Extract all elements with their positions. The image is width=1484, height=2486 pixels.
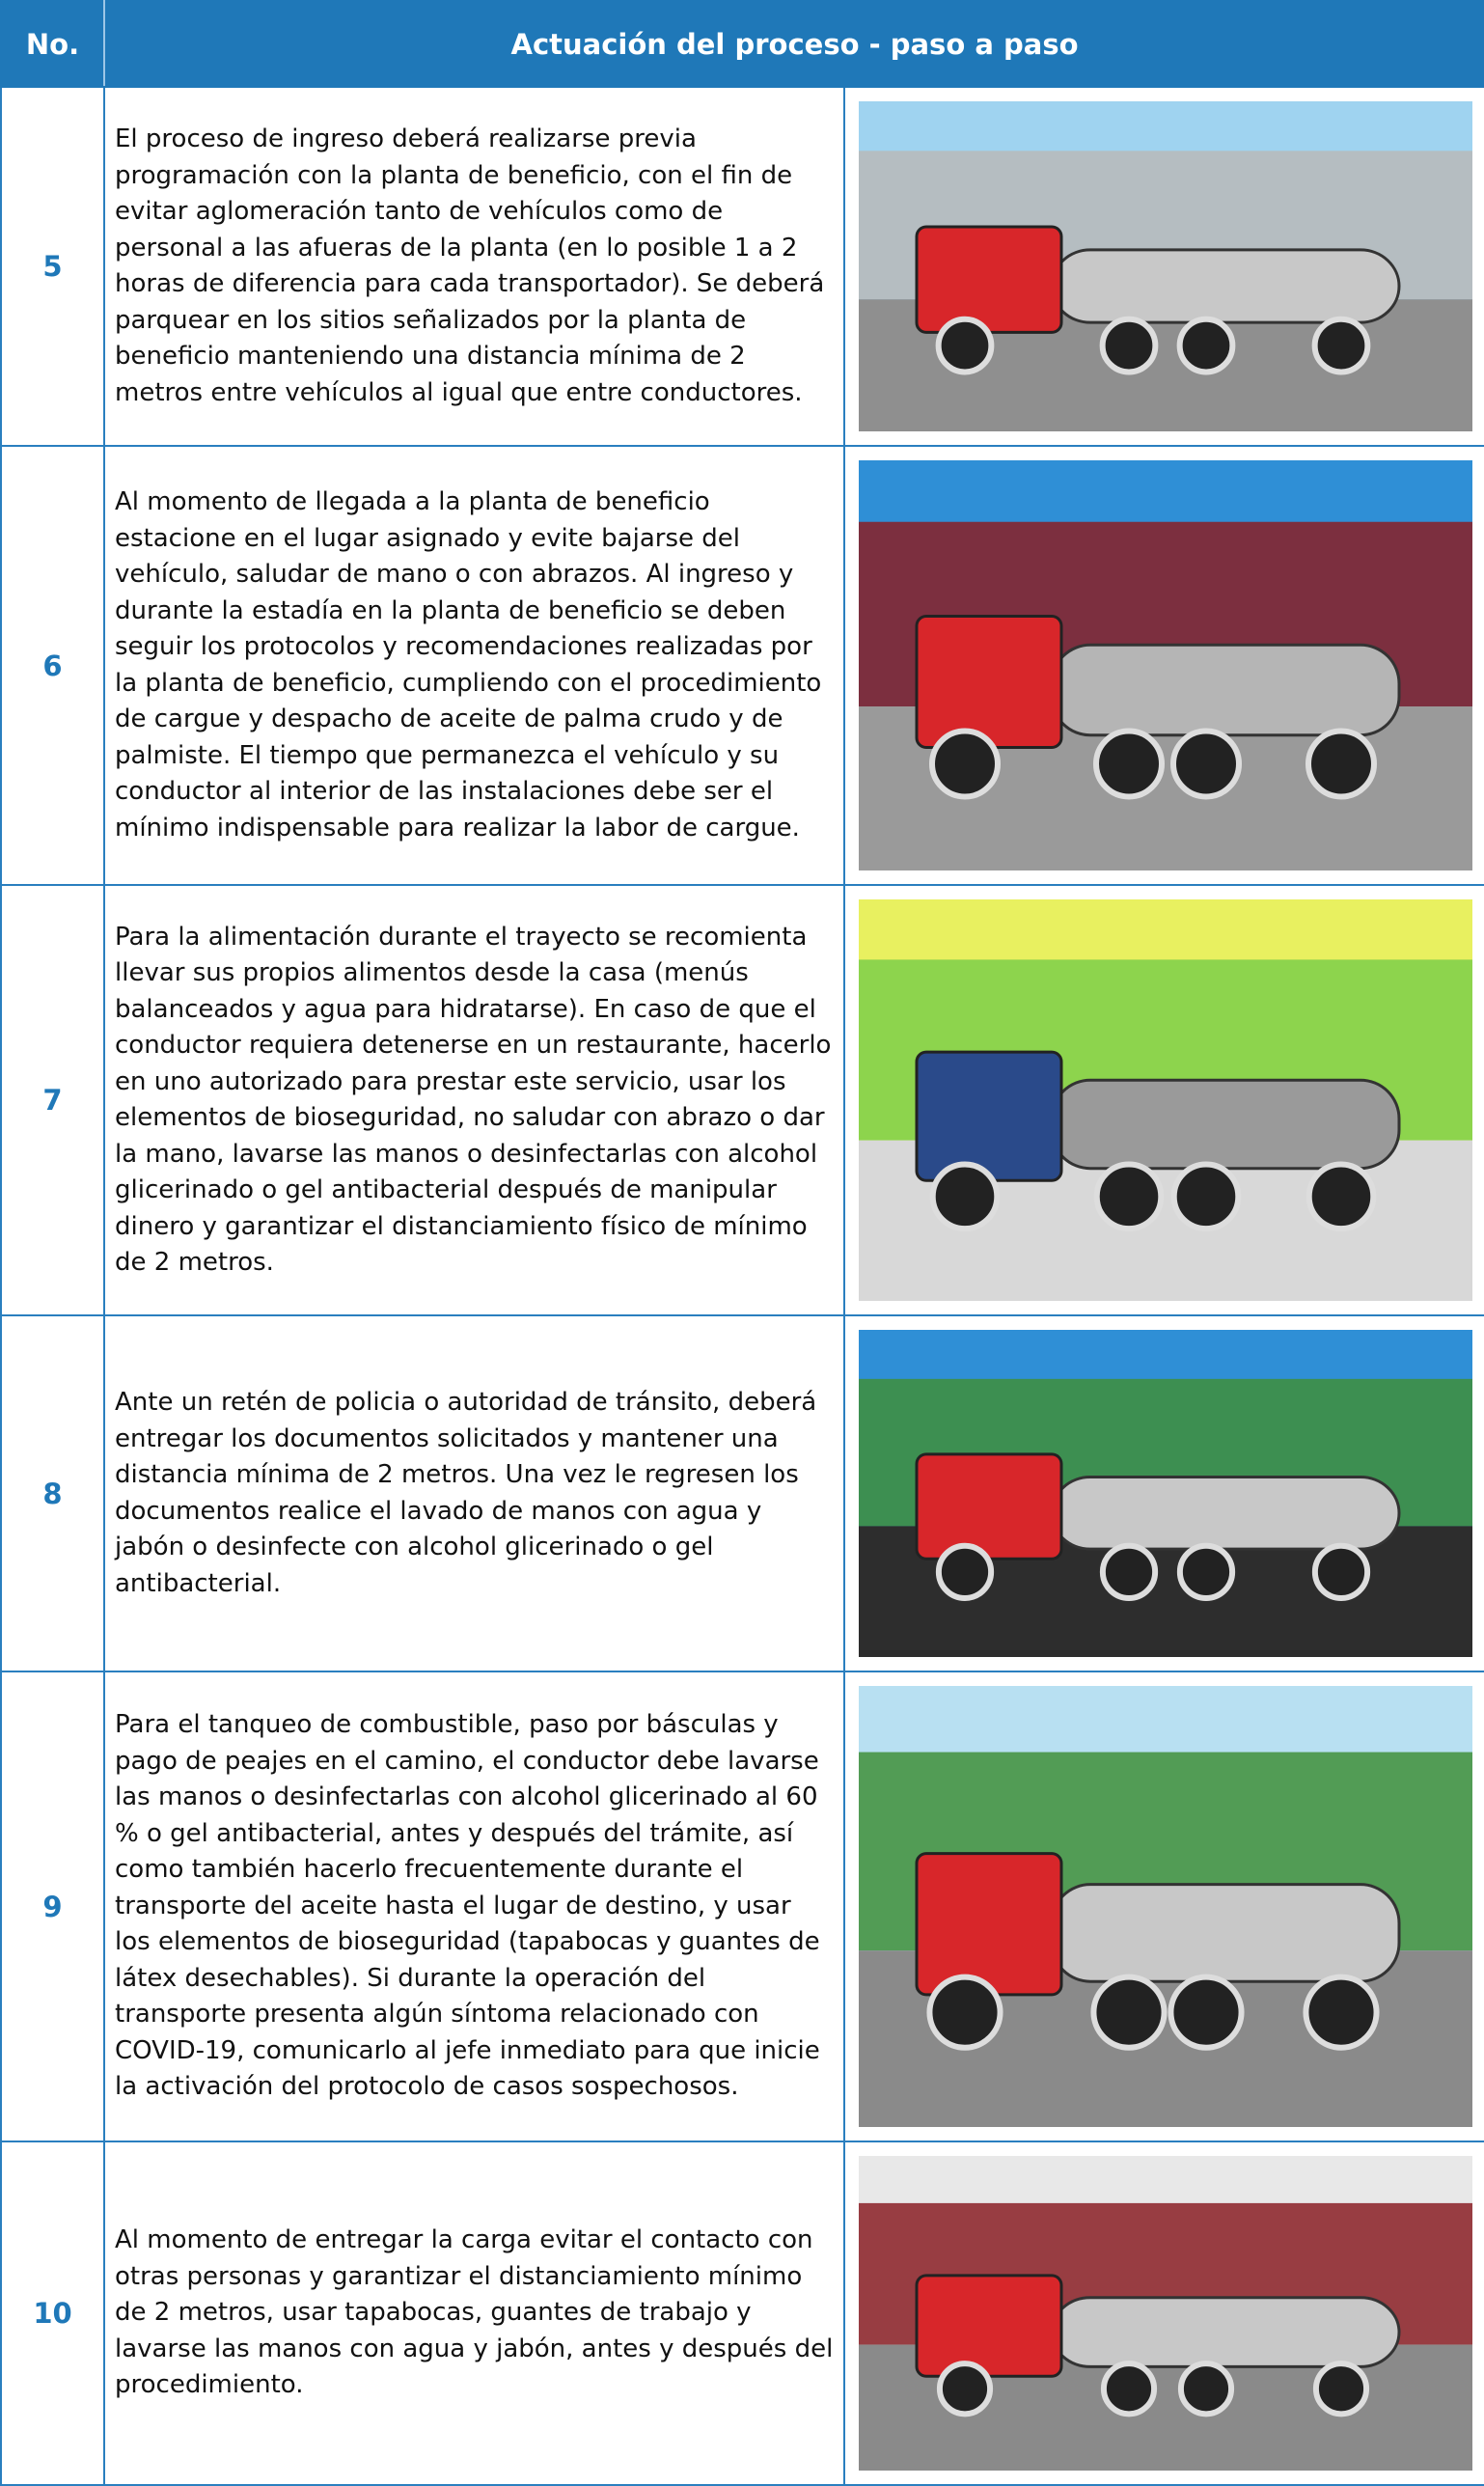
step-text: Al momento de entregar la carga evitar e… [103, 2141, 845, 2486]
header-title: Actuación del proceso - paso a paso [102, 0, 1484, 88]
header-number: No. [0, 0, 105, 88]
illustration [859, 1686, 1472, 2127]
step-number: 6 [0, 445, 105, 886]
illustration [859, 899, 1472, 1301]
step-illustration-cell [842, 86, 1484, 447]
step-row: 10 Al momento de entregar la carga evitar… [0, 2141, 1484, 2486]
step-text: El proceso de ingreso deberá realizarse … [103, 86, 845, 447]
step-text: Para la alimentación durante el trayecto… [103, 884, 845, 1316]
step-number: 9 [0, 1671, 105, 2142]
illustration [859, 2156, 1472, 2471]
step-text: Al momento de llegada a la planta de ben… [103, 445, 845, 886]
illustration [859, 1330, 1472, 1657]
step-row: 8 Ante un retén de policia o autoridad de… [0, 1314, 1484, 1672]
step-row: 9 Para el tanqueo de combustible, paso po… [0, 1671, 1484, 2142]
step-illustration-cell [842, 884, 1484, 1316]
step-number: 7 [0, 884, 105, 1316]
header-row: No. Actuación del proceso - paso a paso [0, 0, 1484, 88]
step-row: 5 El proceso de ingreso deberá realizarse… [0, 86, 1484, 447]
step-text: Para el tanqueo de combustible, paso por… [103, 1671, 845, 2142]
step-number: 5 [0, 86, 105, 447]
step-illustration-cell [842, 2141, 1484, 2486]
step-illustration-cell [842, 1671, 1484, 2142]
step-illustration-cell [842, 445, 1484, 886]
step-row: 6 Al momento de llegada a la planta de be… [0, 445, 1484, 886]
step-text: Ante un retén de policia o autoridad de … [103, 1314, 845, 1672]
illustration [859, 101, 1472, 431]
step-number: 8 [0, 1314, 105, 1672]
step-number: 10 [0, 2141, 105, 2486]
step-illustration-cell [842, 1314, 1484, 1672]
step-row: 7 Para la alimentación durante el trayect… [0, 884, 1484, 1316]
illustration [859, 460, 1472, 870]
